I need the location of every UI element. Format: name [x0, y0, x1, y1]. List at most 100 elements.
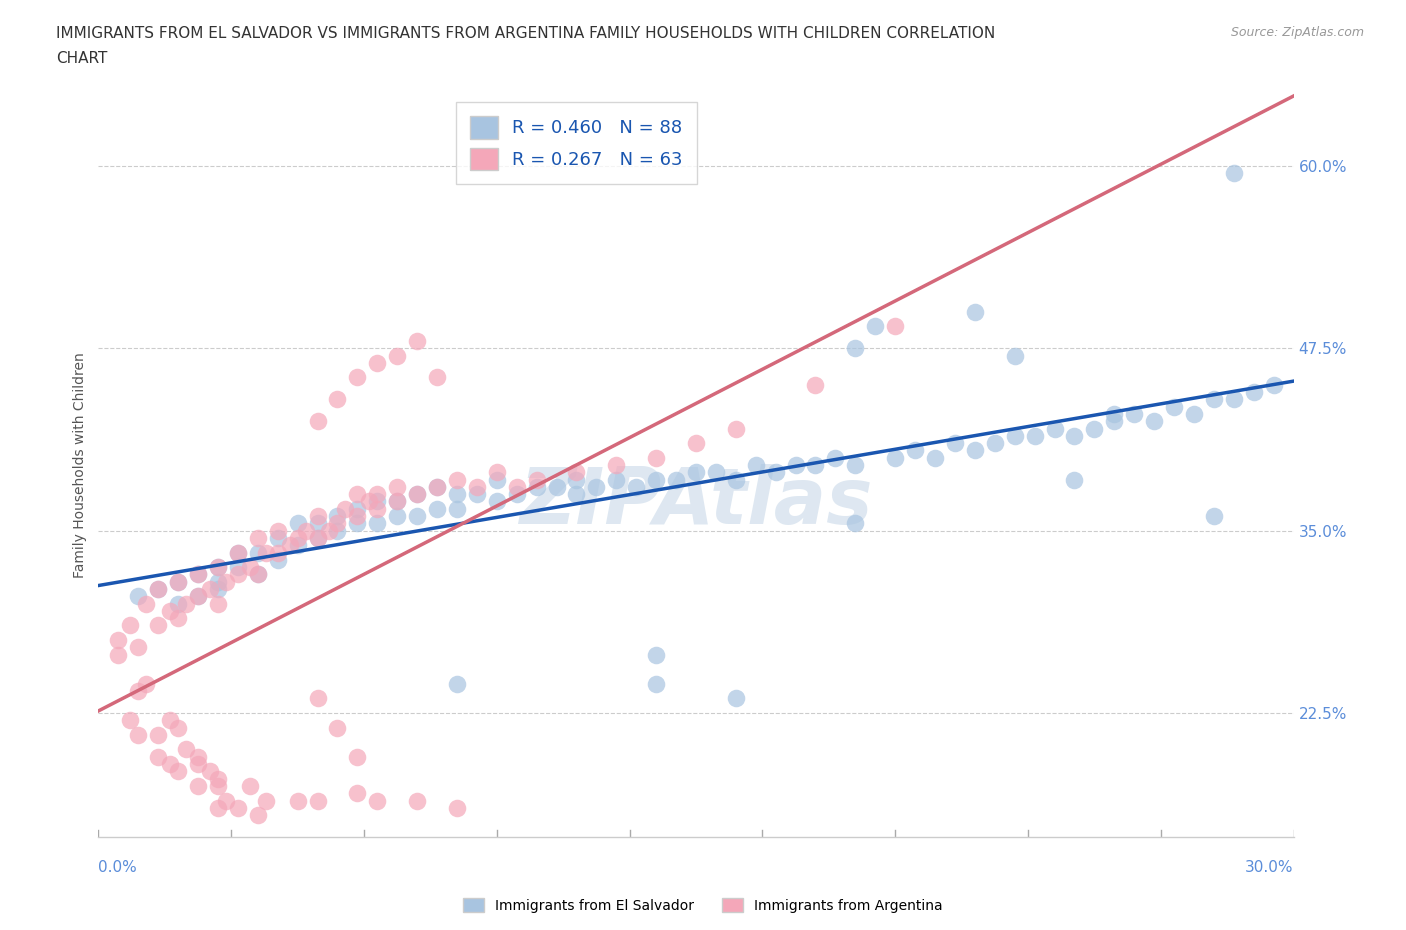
Point	[187, 567, 209, 582]
Point	[426, 501, 449, 516]
Point	[385, 348, 409, 363]
Text: Source: ZipAtlas.com: Source: ZipAtlas.com	[1230, 26, 1364, 39]
Point	[526, 480, 548, 495]
Point	[359, 494, 381, 509]
Point	[506, 486, 529, 501]
Point	[824, 450, 846, 465]
Point	[863, 319, 886, 334]
Point	[1222, 392, 1246, 406]
Y-axis label: Family Households with Children: Family Households with Children	[73, 352, 87, 578]
Point	[385, 509, 409, 524]
Point	[120, 713, 142, 728]
Point	[585, 480, 607, 495]
Point	[226, 567, 249, 582]
Point	[963, 443, 986, 458]
Point	[465, 486, 488, 501]
Point	[120, 618, 142, 633]
Point	[326, 516, 349, 531]
Point	[844, 516, 866, 531]
Point	[704, 465, 727, 480]
Point	[1004, 348, 1026, 363]
Point	[1063, 429, 1085, 444]
Point	[546, 480, 568, 495]
Point	[785, 458, 807, 472]
Point	[187, 757, 209, 772]
Point	[366, 355, 388, 370]
Point	[127, 640, 149, 655]
Point	[215, 793, 238, 808]
Point	[346, 750, 368, 764]
Point	[307, 691, 329, 706]
Point	[1063, 472, 1085, 487]
Point	[446, 801, 468, 816]
Point	[624, 480, 647, 495]
Point	[605, 458, 627, 472]
Point	[326, 509, 349, 524]
Point	[565, 486, 588, 501]
Point	[924, 450, 946, 465]
Point	[127, 684, 149, 698]
Point	[1102, 414, 1125, 429]
Point	[246, 545, 269, 560]
Point	[167, 764, 190, 778]
Point	[645, 450, 668, 465]
Point	[326, 392, 349, 406]
Point	[724, 691, 747, 706]
Point	[645, 676, 668, 691]
Point	[226, 545, 249, 560]
Point	[605, 472, 627, 487]
Point	[287, 516, 309, 531]
Point	[506, 480, 529, 495]
Point	[287, 793, 309, 808]
Point	[485, 465, 508, 480]
Point	[148, 581, 170, 596]
Point	[148, 581, 170, 596]
Point	[1263, 378, 1285, 392]
Point	[446, 676, 468, 691]
Text: 30.0%: 30.0%	[1246, 860, 1294, 875]
Point	[745, 458, 768, 472]
Point	[246, 530, 269, 545]
Point	[963, 304, 986, 319]
Point	[135, 596, 157, 611]
Point	[107, 647, 129, 662]
Point	[385, 480, 409, 495]
Point	[167, 611, 190, 626]
Point	[246, 567, 269, 582]
Point	[665, 472, 688, 487]
Point	[884, 319, 907, 334]
Point	[187, 589, 209, 604]
Point	[943, 435, 966, 450]
Point	[426, 370, 449, 385]
Point	[346, 486, 368, 501]
Point	[485, 472, 508, 487]
Point	[198, 581, 221, 596]
Point	[1004, 429, 1026, 444]
Point	[406, 509, 429, 524]
Point	[307, 414, 329, 429]
Point	[187, 750, 209, 764]
Point	[406, 486, 429, 501]
Point	[207, 560, 229, 575]
Point	[127, 727, 149, 742]
Point	[1043, 421, 1066, 436]
Point	[346, 501, 368, 516]
Point	[207, 778, 229, 793]
Point	[406, 486, 429, 501]
Point	[645, 647, 668, 662]
Point	[307, 793, 329, 808]
Point	[167, 574, 190, 589]
Point	[366, 793, 388, 808]
Point	[346, 516, 368, 531]
Point	[326, 524, 349, 538]
Point	[159, 713, 181, 728]
Point	[426, 480, 449, 495]
Point	[346, 370, 368, 385]
Point	[724, 472, 747, 487]
Point	[254, 793, 277, 808]
Point	[765, 465, 787, 480]
Point	[685, 465, 707, 480]
Point	[385, 494, 409, 509]
Point	[246, 567, 269, 582]
Point	[426, 480, 449, 495]
